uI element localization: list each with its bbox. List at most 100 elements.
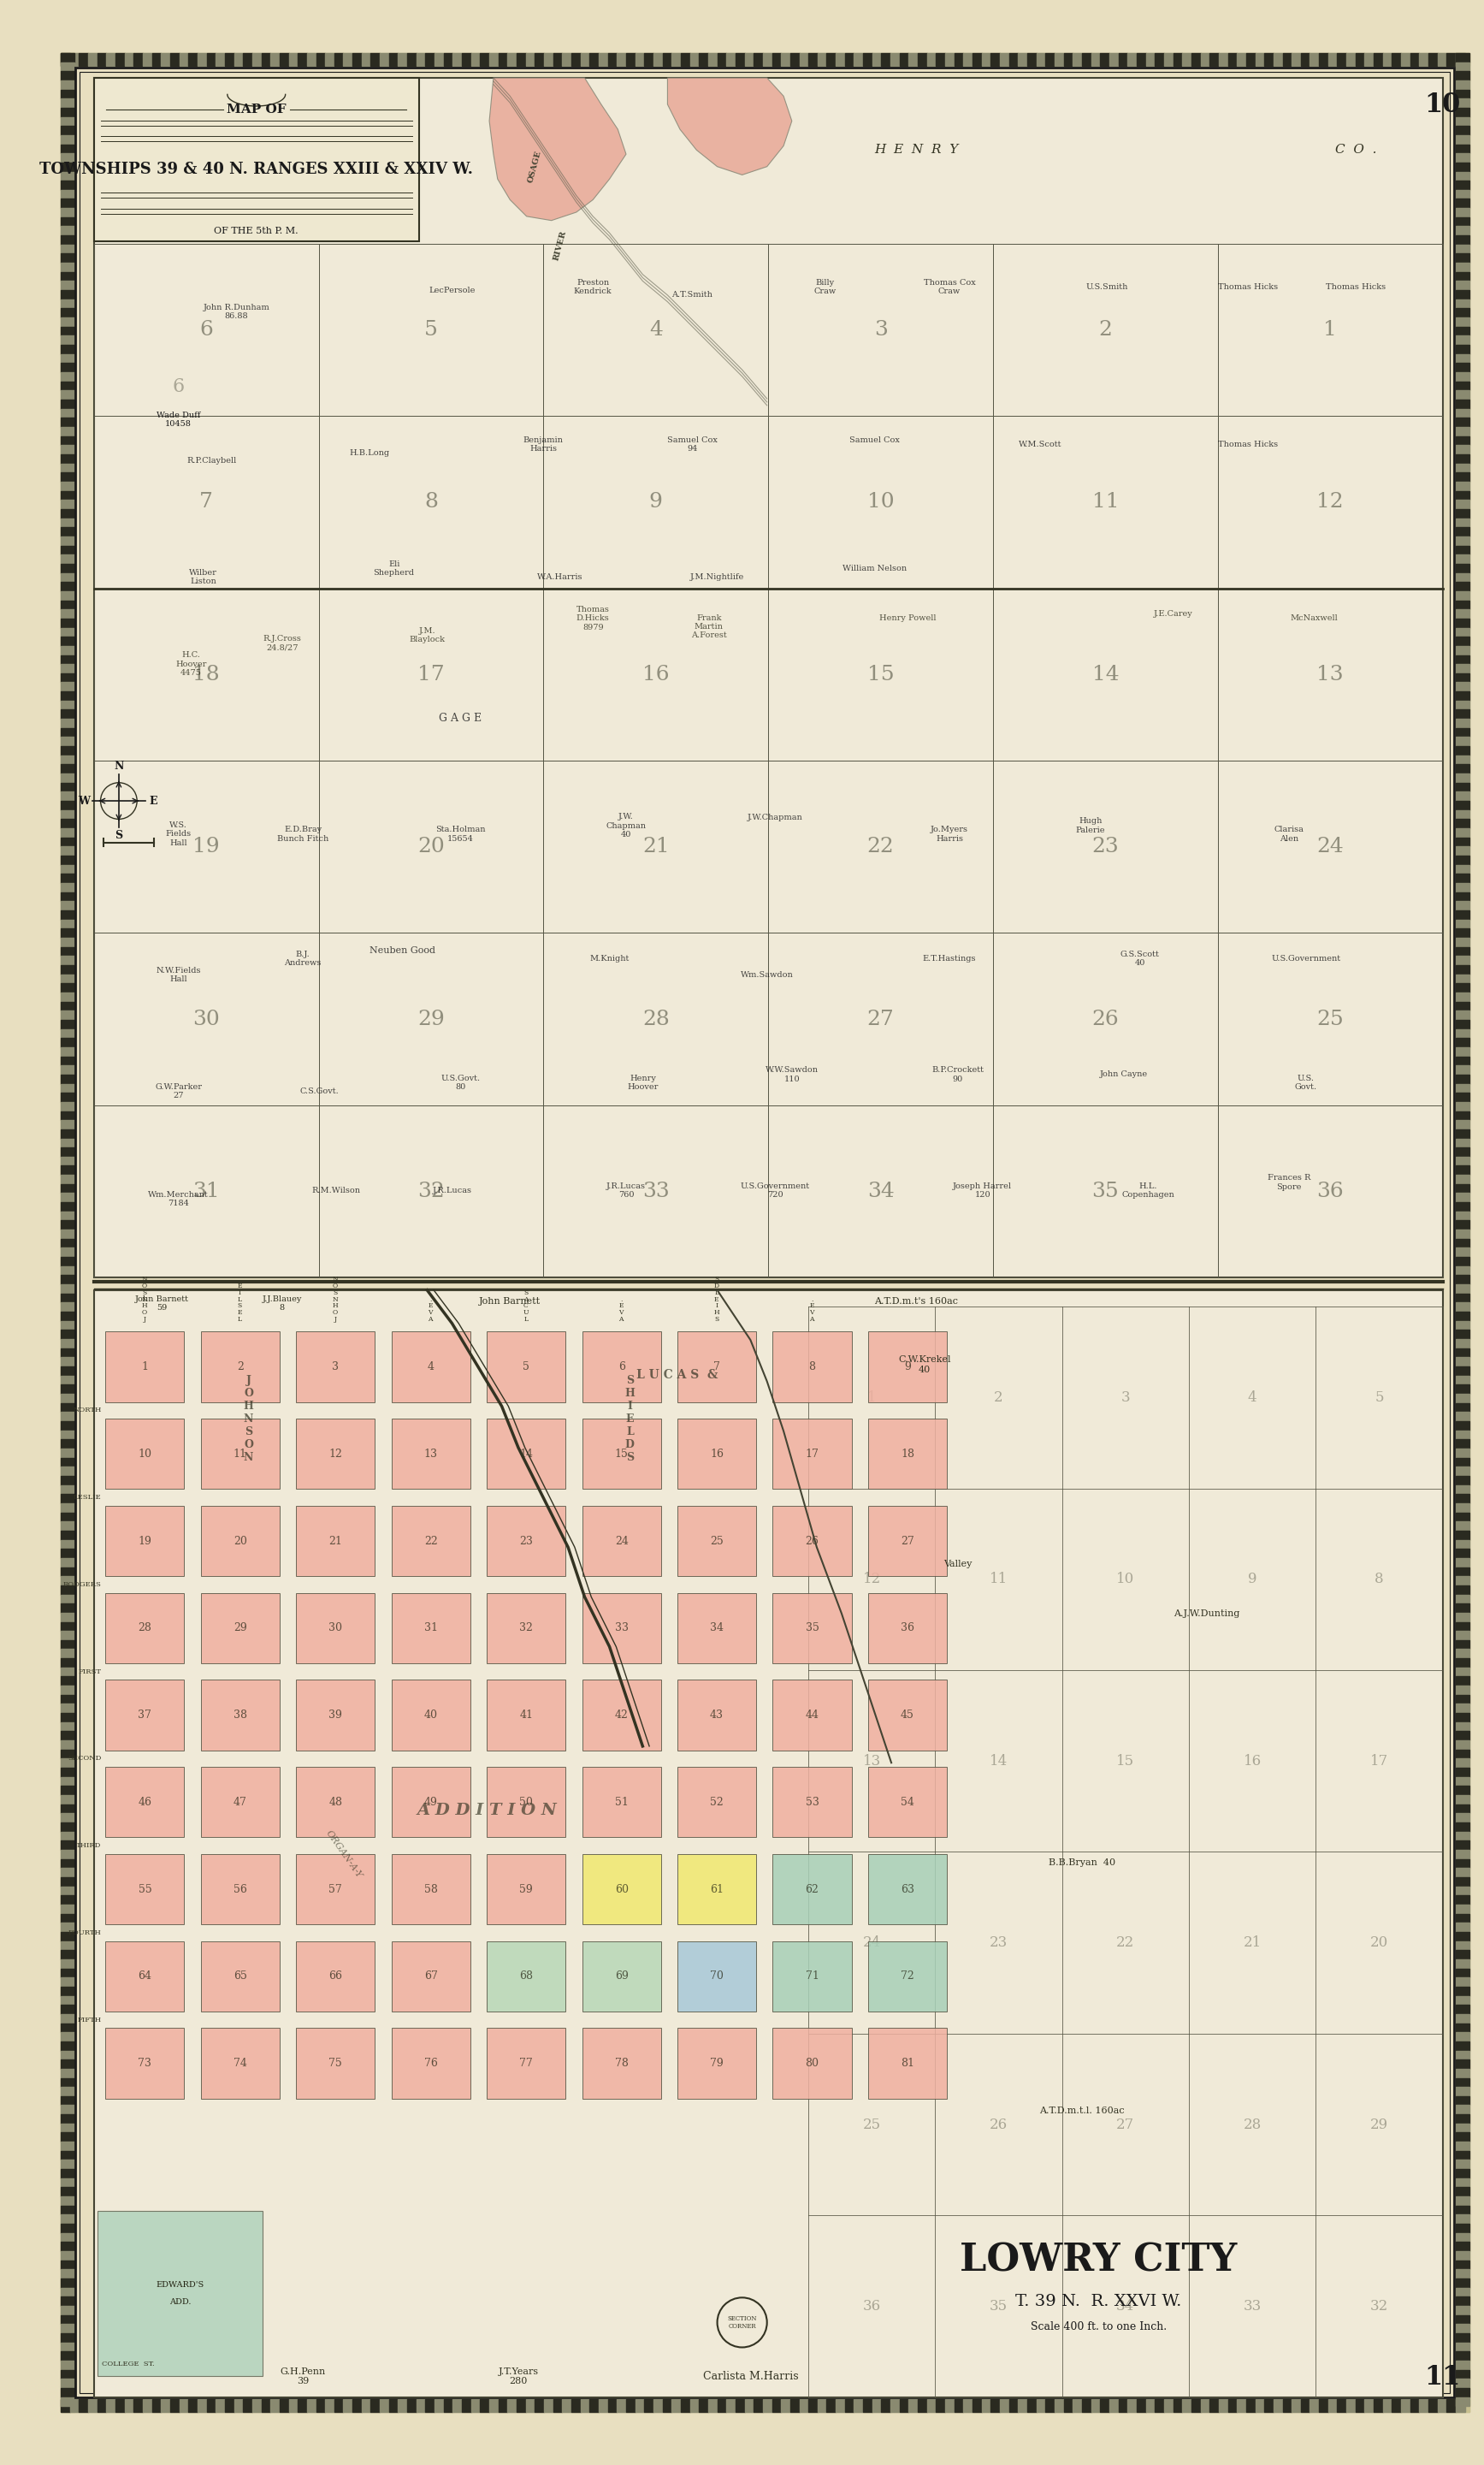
Bar bbox=[462, 52, 470, 67]
Bar bbox=[1456, 500, 1469, 510]
Bar bbox=[1456, 747, 1469, 754]
Bar bbox=[1456, 1841, 1469, 1849]
Bar bbox=[61, 656, 74, 663]
Text: Eli
Shepherd: Eli Shepherd bbox=[374, 560, 414, 577]
Bar bbox=[773, 1506, 852, 1575]
Bar bbox=[678, 1854, 757, 1925]
Text: 16: 16 bbox=[1244, 1753, 1261, 1767]
Bar bbox=[61, 636, 74, 646]
Bar bbox=[835, 52, 844, 67]
Bar bbox=[61, 1331, 74, 1338]
Bar bbox=[297, 1420, 375, 1489]
Bar bbox=[1192, 52, 1201, 67]
Text: 35: 35 bbox=[1092, 1181, 1119, 1200]
Bar bbox=[61, 2051, 74, 2061]
Bar bbox=[1227, 52, 1238, 67]
Bar bbox=[61, 1878, 74, 1886]
Text: G.H.Penn
39: G.H.Penn 39 bbox=[280, 2366, 325, 2386]
Bar bbox=[61, 710, 74, 720]
Text: U.S.Smith: U.S.Smith bbox=[1086, 283, 1128, 291]
Bar bbox=[773, 1767, 852, 1836]
Bar bbox=[61, 1294, 74, 1302]
Text: Carlista M.Harris: Carlista M.Harris bbox=[702, 2371, 798, 2381]
Bar bbox=[763, 52, 772, 67]
Bar bbox=[243, 52, 252, 67]
Text: 23: 23 bbox=[519, 1536, 533, 1546]
Bar bbox=[571, 52, 580, 67]
Bar bbox=[1456, 673, 1469, 683]
Bar bbox=[61, 956, 74, 966]
Text: 11: 11 bbox=[1425, 2364, 1460, 2391]
Bar bbox=[307, 52, 316, 67]
Bar bbox=[426, 52, 435, 67]
Bar bbox=[1456, 1868, 1469, 1878]
Text: 34: 34 bbox=[867, 1181, 895, 1200]
Bar bbox=[1456, 2334, 1469, 2342]
Bar bbox=[1456, 1028, 1469, 1038]
Bar bbox=[61, 2169, 74, 2179]
Bar bbox=[1456, 582, 1469, 592]
Bar bbox=[61, 244, 74, 254]
Bar bbox=[1456, 1183, 1469, 1193]
Text: 41: 41 bbox=[519, 1711, 533, 1721]
Bar bbox=[1346, 2398, 1355, 2413]
Text: L: L bbox=[237, 1316, 242, 1324]
Bar bbox=[853, 52, 864, 67]
Bar bbox=[61, 2278, 74, 2288]
Bar bbox=[963, 2398, 972, 2413]
Bar bbox=[772, 2398, 781, 2413]
Text: 1: 1 bbox=[141, 1361, 148, 1373]
Bar bbox=[487, 1767, 565, 1836]
Bar bbox=[1456, 2051, 1469, 2061]
Bar bbox=[200, 1854, 279, 1925]
Bar bbox=[61, 875, 74, 882]
Text: 50: 50 bbox=[519, 1797, 533, 1807]
Text: 6: 6 bbox=[172, 377, 184, 397]
Text: Sta.Holman
15654: Sta.Holman 15654 bbox=[435, 826, 485, 843]
Text: A: A bbox=[619, 1316, 623, 1324]
Text: Thomas Hicks: Thomas Hicks bbox=[1218, 283, 1278, 291]
Text: McNaxwell: McNaxwell bbox=[1290, 614, 1339, 621]
Bar bbox=[1456, 1950, 1469, 1960]
Text: R.M.Wilson: R.M.Wilson bbox=[312, 1186, 361, 1196]
Bar bbox=[745, 52, 754, 67]
Bar bbox=[61, 747, 74, 754]
Text: 34: 34 bbox=[1116, 2300, 1135, 2315]
Bar bbox=[1456, 1457, 1469, 1467]
Bar bbox=[1456, 2014, 1469, 2024]
Bar bbox=[297, 1506, 375, 1575]
Text: 28: 28 bbox=[138, 1622, 151, 1634]
Bar bbox=[61, 2061, 74, 2068]
Bar bbox=[61, 2014, 74, 2024]
Bar bbox=[297, 1679, 375, 1750]
Bar bbox=[389, 2398, 398, 2413]
Bar bbox=[1456, 1940, 1469, 1950]
Bar bbox=[61, 143, 74, 153]
Text: J.M.
Blaylock: J.M. Blaylock bbox=[410, 626, 445, 643]
Bar bbox=[298, 2398, 307, 2413]
Bar bbox=[206, 52, 215, 67]
Bar bbox=[1110, 52, 1119, 67]
Text: 13: 13 bbox=[1316, 666, 1343, 685]
Text: 40: 40 bbox=[424, 1711, 438, 1721]
Bar bbox=[868, 1331, 947, 1403]
Bar bbox=[1456, 2068, 1469, 2078]
Text: 58: 58 bbox=[424, 1883, 438, 1896]
Bar bbox=[754, 52, 763, 67]
Bar bbox=[1209, 52, 1218, 67]
Bar bbox=[868, 1420, 947, 1489]
Bar bbox=[61, 52, 74, 62]
Bar bbox=[1392, 2398, 1401, 2413]
Bar bbox=[1456, 2214, 1469, 2223]
Bar bbox=[61, 1385, 74, 1393]
Text: 62: 62 bbox=[806, 1883, 819, 1896]
Bar bbox=[417, 52, 426, 67]
Bar bbox=[1456, 811, 1469, 818]
Text: 32: 32 bbox=[519, 1622, 533, 1634]
Text: 26: 26 bbox=[806, 1536, 819, 1546]
Text: 21: 21 bbox=[643, 838, 669, 858]
Bar bbox=[1456, 993, 1469, 1001]
Bar bbox=[972, 2398, 982, 2413]
Bar bbox=[61, 1970, 74, 1977]
Bar bbox=[61, 71, 74, 81]
